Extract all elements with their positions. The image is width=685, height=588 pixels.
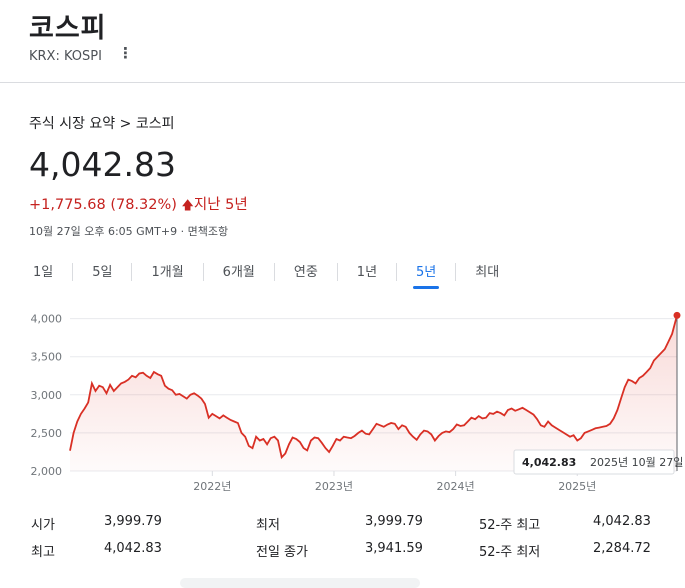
y-tick-label: 2,500 — [31, 427, 63, 440]
stat-value: 3,999.79 — [365, 514, 423, 529]
stats-table: 시가 3,999.79 최저 3,999.79 52-주 최고 4,042.83… — [31, 510, 671, 564]
tab-divider — [396, 263, 398, 281]
stat-value: 4,042.83 — [593, 514, 651, 529]
tab-divider — [273, 263, 275, 281]
stat-label: 최저 — [256, 518, 280, 533]
tooltip-value: 4,042.83 — [522, 456, 576, 469]
y-tick-label: 3,500 — [31, 351, 63, 364]
ticker-symbol: KRX: KOSPI — [29, 49, 102, 64]
up-arrow-icon: 🡅 — [181, 198, 194, 212]
y-tick-label: 3,000 — [31, 389, 63, 402]
price-chart[interactable]: 2,000 2,500 3,000 3,500 4,000 2022년 2023년 2024… — [0, 296, 685, 501]
range-tabs: 1일 5일 1개월 6개월 연중 1년 5년 최대 — [22, 255, 518, 289]
stats-row: 시가 3,999.79 최저 3,999.79 52-주 최고 4,042.83 — [31, 510, 671, 537]
x-tick-label: 2023년 — [315, 480, 353, 493]
tab-divider — [455, 263, 457, 281]
header-divider — [0, 82, 685, 83]
tab-max[interactable]: 최대 — [475, 265, 500, 280]
chart-area-fill — [70, 315, 677, 471]
stat-label: 52-주 최저 — [479, 545, 541, 560]
more-options-icon[interactable]: ⋮ — [118, 44, 133, 62]
tab-1y[interactable]: 1년 — [356, 265, 378, 280]
tab-divider — [72, 263, 74, 281]
tooltip-date: 2025년 10월 27일 — [590, 455, 683, 469]
stat-label: 시가 — [31, 518, 55, 533]
tab-5y[interactable]: 5년 — [405, 255, 447, 289]
price-change: +1,775.68 (78.32%) 🡅지난 5년 — [29, 193, 248, 217]
change-value: +1,775.68 (78.32%) — [29, 197, 177, 213]
hover-point — [673, 311, 681, 319]
tab-ytd[interactable]: 연중 — [293, 265, 318, 280]
tab-6m[interactable]: 6개월 — [222, 265, 255, 280]
tab-divider — [336, 263, 338, 281]
x-tick-label: 2022년 — [193, 480, 231, 493]
tab-5d[interactable]: 5일 — [92, 265, 113, 280]
x-tick-label: 2024년 — [437, 480, 475, 493]
page-title: 코스피 — [29, 13, 107, 44]
search-bar-hint[interactable] — [180, 578, 420, 588]
tab-1m[interactable]: 1개월 — [151, 265, 184, 280]
breadcrumb: 주식 시장 요약 > 코스피 — [29, 113, 174, 133]
tab-divider — [131, 263, 133, 281]
breadcrumb-parent-link[interactable]: 주식 시장 요약 — [29, 116, 116, 132]
change-period: 지난 5년 — [193, 197, 248, 213]
stat-label: 전일 종가 — [256, 545, 308, 560]
price-line — [69, 315, 678, 460]
breadcrumb-separator: > — [119, 116, 132, 132]
breadcrumb-current: 코스피 — [135, 116, 175, 132]
x-tick-label: 2025년 — [558, 480, 596, 493]
stat-value: 2,284.72 — [593, 541, 651, 556]
tab-divider — [202, 263, 204, 281]
tab-1d[interactable]: 1일 — [33, 265, 54, 280]
stat-value: 3,999.79 — [104, 514, 162, 529]
chart-tooltip: 4,042.83 2025년 10월 27일 — [513, 449, 683, 475]
y-tick-label: 4,000 — [31, 313, 63, 326]
stat-label: 52-주 최고 — [479, 518, 541, 533]
stat-value: 3,941.59 — [365, 541, 423, 556]
stats-row: 최고 4,042.83 전일 종가 3,941.59 52-주 최저 2,284… — [31, 537, 671, 564]
stat-value: 4,042.83 — [104, 541, 162, 556]
stat-label: 최고 — [31, 545, 55, 560]
current-price: 4,042.83 — [29, 145, 176, 184]
quote-timestamp: 10월 27일 오후 6:05 GMT+9 · 면책조항 — [29, 225, 229, 238]
y-tick-label: 2,000 — [31, 465, 63, 478]
